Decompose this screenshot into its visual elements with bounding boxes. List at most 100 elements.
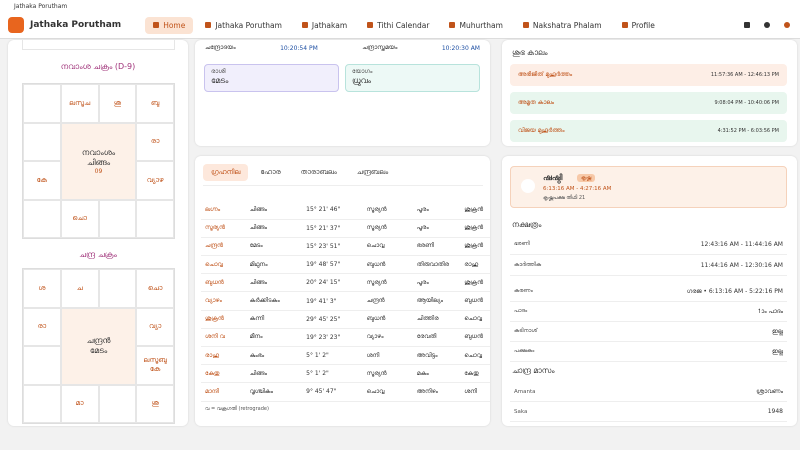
nav-tab[interactable]: Home — [145, 16, 194, 34]
value: ധ്രുവം — [352, 76, 371, 85]
planet-tab[interactable]: ഗ്രഹനില — [203, 164, 249, 181]
section-title: ചാന്ദ്ര മാസം — [512, 366, 555, 375]
app-name: Jathaka Porutham — [30, 20, 122, 30]
chart-grid: ലസൂച ശു ബു രാ വ്യാഴ ചൊ കേ നവാംശം ചിങ്ങം 09 — [22, 83, 175, 239]
tithi-time: 6:13:16 AM - 4:27:16 AM — [543, 186, 612, 192]
planet-cell: ശുക്രൻ — [201, 310, 246, 329]
planet-row: ചന്ദ്രൻ മേടം 15° 23' 51" ചൊവ്വ ഭരണി ശുക്രൻ — [201, 237, 490, 257]
planet-cell: 20° 24' 15" — [302, 273, 363, 293]
tab-icon — [153, 22, 160, 28]
info-row: ഭരണി 12:43:16 AM - 11:44:16 AM — [510, 234, 787, 255]
bell-icon[interactable] — [764, 22, 770, 28]
tab-label: Profile — [631, 20, 655, 30]
info-label: Amanta — [514, 388, 536, 395]
shubha-item: വിജയ മുഹൂർത്തം 4:31:52 PM - 6:03:56 PM — [510, 120, 787, 142]
tithi-name: ഷഷ്ഠി — [543, 173, 563, 182]
house: രാ — [23, 307, 61, 346]
shubha-card: ശുഭ കാലം അഭിജിത് മുഹൂർത്തം 11:57:36 AM - … — [502, 40, 797, 146]
planet-cell: സൂര്യൻ — [362, 219, 413, 238]
section-title: ശുഭ കാലം — [512, 48, 548, 57]
center-text: ചന്ദ്രൻ — [86, 336, 111, 345]
house — [23, 199, 61, 238]
nav-tab[interactable]: Profile — [614, 17, 663, 34]
planet-cell: ലഗ്നം — [201, 201, 246, 220]
planet-cell: ചിത്തിര — [412, 310, 461, 329]
nav-tab[interactable]: Nakshatra Phalam — [515, 17, 610, 34]
planet-cell: ബുധൻ — [460, 328, 490, 348]
house: കേ — [23, 161, 61, 200]
nav-tab[interactable]: Jathaka Porutham — [197, 17, 290, 34]
planet-cell: ശനി — [460, 382, 490, 402]
info-label: പക്ഷകം — [514, 348, 535, 354]
planet-cell: പൂരം — [412, 273, 461, 293]
value: 10:20:30 AM — [441, 44, 480, 52]
planet-cell: സൂര്യൻ — [201, 219, 246, 238]
planet-cell: പൂരം — [412, 201, 461, 220]
info-label: Saka — [514, 408, 528, 415]
info-value: ഇല്ല — [771, 347, 783, 355]
planet-cell: ചൊവ്വ — [201, 255, 246, 275]
planet-cell: 15° 21' 37" — [302, 219, 363, 238]
planets-card: ഗ്രഹനില ഹോര താരാബലം ചന്ദ്രബലം ലഗ്നം ചിങ്ങം 15… — [195, 156, 490, 426]
planet-cell: ബുധൻ — [201, 273, 246, 293]
label: രാശി — [211, 68, 226, 75]
planet-cell: 19° 23' 23" — [302, 328, 363, 348]
planet-cell: കുംഭം — [245, 346, 303, 366]
house: ശു — [136, 384, 174, 423]
value: മേടം — [211, 76, 229, 85]
badge: കൃഷ്ണ — [577, 174, 596, 182]
planet-cell: വൃശ്ചികം — [245, 382, 303, 402]
planet-cell: അവിട്ടം — [412, 346, 461, 366]
planet-tab[interactable]: ചന്ദ്രബലം — [356, 168, 389, 176]
planet-cell: 15° 23' 51" — [302, 237, 363, 257]
nav-bar: Jathaka Porutham Home Jathaka Porutham Jat… — [0, 12, 800, 39]
house: ലസൂബു കേ — [136, 346, 174, 385]
tithi-box: ഷഷ്ഠി കൃഷ്ണ 6:13:16 AM - 4:27:16 AM കൃഷ്… — [510, 166, 787, 208]
location-icon[interactable] — [784, 22, 790, 28]
planet-cell: സൂര്യൻ — [362, 201, 413, 220]
nav-tab[interactable]: Jathakam — [294, 17, 355, 34]
planet-cell: 15° 21' 46" — [302, 201, 363, 220]
nav-tab[interactable]: Muhurtham — [441, 17, 510, 34]
planet-cell: ബുധൻ — [460, 291, 490, 311]
tab-icon — [449, 22, 456, 28]
planet-cell: 9° 45' 47" — [302, 382, 363, 402]
planet-row: ബുധൻ ചിങ്ങം 20° 24' 15" സൂര്യൻ പൂരം ശുക്രൻ — [201, 273, 490, 293]
item-time: 11:57:36 AM - 12:46:13 PM — [710, 72, 779, 78]
planet-table: ലഗ്നം ചിങ്ങം 15° 21' 46" സൂര്യൻ പൂരം ശുക്രൻ സൂ… — [201, 201, 490, 402]
house: രാ — [136, 122, 174, 161]
planet-cell: ചിങ്ങം — [245, 219, 303, 238]
planet-cell: ചൊവ്വ — [362, 382, 413, 402]
planet-cell: ചൊവ്വ — [460, 346, 490, 366]
planet-cell: മീനം — [245, 328, 303, 348]
calendar-icon[interactable] — [744, 22, 750, 28]
info-label: കടിനാശ് — [514, 328, 538, 334]
planet-tab[interactable]: താരാബലം — [300, 168, 337, 176]
tab-icon — [301, 22, 308, 28]
planet-cell: മാന്ദി — [201, 382, 246, 402]
chart-title: നവാംശ ചക്രം (D-9) — [60, 62, 136, 71]
center-text: നവാംശം — [81, 147, 116, 157]
chart-title: ചന്ദ്ര ചക്രം — [79, 250, 117, 259]
house: ചൊ — [136, 269, 174, 308]
tab-icon — [367, 22, 374, 28]
planet-cell: 5° 1' 2" — [302, 364, 363, 384]
info-row: പക്ഷകം ഇല്ല — [510, 342, 787, 362]
planet-tab[interactable]: ഹോര — [260, 168, 281, 176]
planet-cell: ശനി — [362, 346, 413, 366]
info-value: 11:44:16 AM - 12:30:16 AM — [700, 261, 783, 269]
planet-cell: കർക്കിടകം — [245, 291, 303, 311]
value: 10:20:54 PM — [280, 44, 318, 52]
center-text: മേടം — [89, 346, 108, 355]
planet-cell: രാഹു — [460, 255, 490, 275]
planet-cell: കേതു — [201, 364, 246, 384]
label: യോഗം — [352, 68, 373, 75]
house: ശ — [23, 269, 61, 308]
planet-cell: ശുക്രൻ — [460, 273, 490, 293]
nav-tab[interactable]: Tithi Calendar — [359, 17, 437, 34]
planet-cell: 29° 45' 25" — [302, 310, 363, 329]
planet-cell: പൂരം — [412, 219, 461, 238]
house — [23, 384, 61, 423]
item-name: അമൃത കാലം — [518, 99, 555, 106]
